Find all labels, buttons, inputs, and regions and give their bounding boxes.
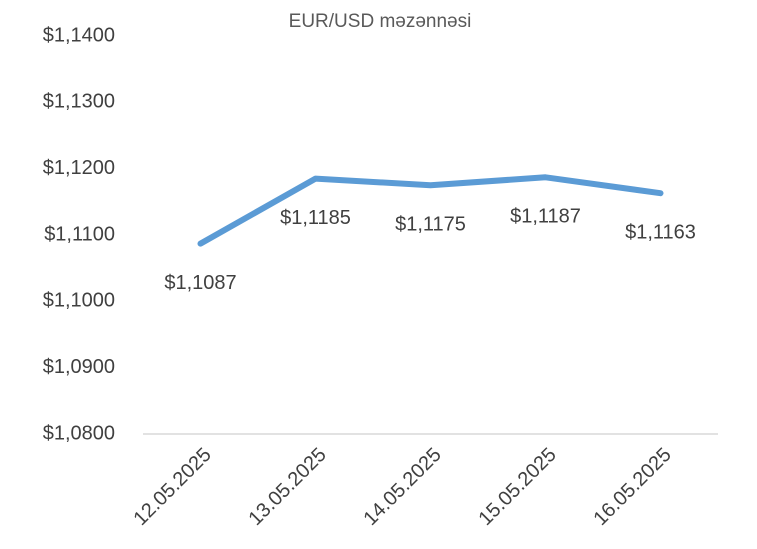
x-tick-label: 13.05.2025 bbox=[244, 444, 330, 530]
y-tick-label: $1,0900 bbox=[43, 356, 115, 378]
data-label: $1,1187 bbox=[510, 206, 581, 228]
data-label: $1,1175 bbox=[395, 214, 466, 236]
x-tick-label: 15.05.2025 bbox=[474, 444, 560, 530]
y-tick-label: $1,1100 bbox=[44, 223, 115, 245]
y-tick-label: $1,1300 bbox=[43, 91, 115, 113]
data-label: $1,1087 bbox=[164, 272, 236, 294]
y-tick-label: $1,1400 bbox=[43, 24, 115, 46]
data-label: $1,1185 bbox=[280, 207, 351, 229]
x-tick-label: 16.05.2025 bbox=[589, 444, 675, 530]
y-tick-label: $1,0800 bbox=[43, 422, 115, 444]
chart-title: EUR/USD məzənnəsi bbox=[289, 11, 472, 32]
data-label: $1,1163 bbox=[625, 221, 696, 243]
x-tick-label: 12.05.2025 bbox=[129, 444, 215, 530]
x-tick-label: 14.05.2025 bbox=[359, 444, 445, 530]
y-tick-label: $1,1000 bbox=[43, 290, 115, 312]
line bbox=[197, 174, 664, 247]
y-tick-label: $1,1200 bbox=[43, 157, 115, 179]
